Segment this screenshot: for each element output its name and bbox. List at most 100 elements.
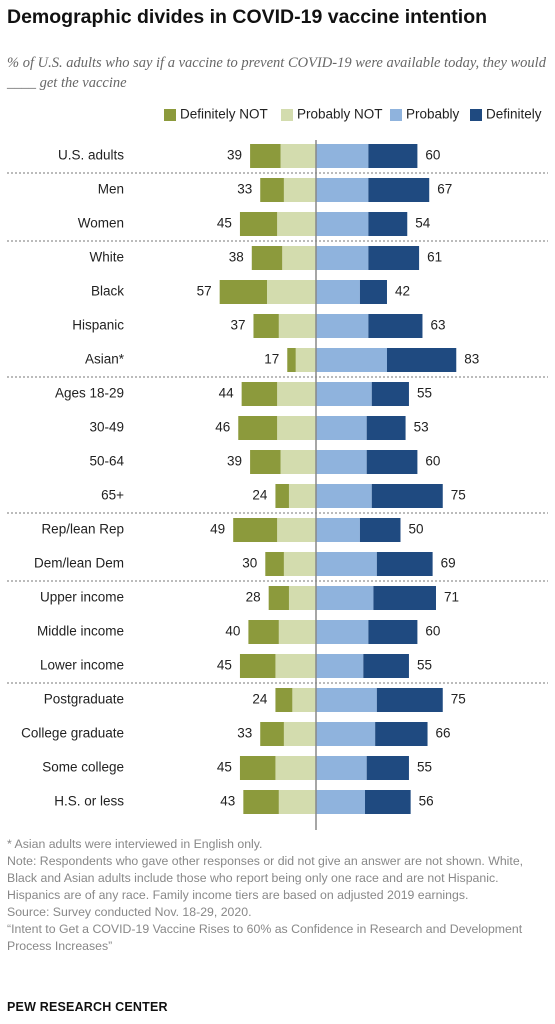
bar-probably-not (275, 654, 316, 678)
bar-probably (316, 450, 367, 474)
value-label-no: 44 (219, 386, 235, 401)
row-label: Black (91, 284, 124, 299)
bar-probably-not (277, 212, 316, 236)
legend-label-1: Probably NOT (297, 107, 383, 122)
value-label-yes: 55 (417, 760, 432, 775)
bar-definitely (366, 416, 406, 440)
bar-probably (316, 348, 387, 372)
bar-probably-not (283, 552, 316, 576)
bar-probably-not (288, 484, 316, 508)
bar-definitely-not (238, 416, 278, 440)
chart-notes: * Asian adults were interviewed in Engli… (7, 836, 552, 955)
value-label-no: 39 (227, 148, 242, 163)
bar-definitely-not (265, 552, 284, 576)
bar-probably (316, 620, 369, 644)
bar-definitely-not (241, 382, 278, 406)
bar-definitely (366, 756, 409, 780)
value-label-no: 24 (252, 488, 268, 503)
bar-probably (316, 212, 369, 236)
bar-definitely (368, 212, 408, 236)
diverging-bar-chart: Definitely NOT Probably NOT Probably Defini… (7, 107, 548, 830)
bar-probably (316, 722, 376, 746)
bar-definitely (368, 246, 420, 270)
bar-definitely-not (287, 348, 296, 372)
bar-definitely (375, 722, 428, 746)
bar-probably (316, 654, 364, 678)
row-label: 30-49 (89, 420, 124, 435)
value-label-yes: 55 (417, 658, 432, 673)
bar-probably (316, 416, 367, 440)
value-label-no: 49 (210, 522, 225, 537)
bar-probably-not (283, 178, 316, 202)
bar-probably (316, 688, 377, 712)
bar-definitely (371, 484, 443, 508)
bar-definitely-not (251, 246, 283, 270)
bar-probably-not (295, 348, 316, 372)
bar-definitely-not (250, 450, 281, 474)
bar-definitely (365, 790, 411, 814)
pew-research-logo-text: PEW RESEARCH CENTER (7, 1000, 168, 1014)
legend-label-2: Probably (406, 107, 460, 122)
value-label-no: 17 (264, 352, 279, 367)
bar-definitely-not (239, 212, 278, 236)
value-label-no: 28 (246, 590, 261, 605)
bar-definitely (366, 450, 418, 474)
bar-probably (316, 518, 360, 542)
bar-definitely-not (268, 586, 289, 610)
chart-title: Demographic divides in COVID-19 vaccine … (7, 6, 488, 28)
bar-definitely (373, 586, 436, 610)
value-label-yes: 83 (464, 352, 479, 367)
row-label: U.S. adults (58, 148, 124, 163)
value-label-no: 46 (215, 420, 230, 435)
bar-probably (316, 484, 372, 508)
value-label-no: 40 (225, 624, 240, 639)
bar-probably (316, 314, 369, 338)
legend-swatch-3 (470, 109, 482, 121)
legend-label-0: Definitely NOT (180, 107, 268, 122)
value-label-yes: 50 (409, 522, 424, 537)
bar-definitely (363, 654, 409, 678)
value-label-yes: 54 (415, 216, 431, 231)
row-label: 65+ (101, 488, 124, 503)
value-label-yes: 67 (437, 182, 452, 197)
value-label-yes: 42 (395, 284, 410, 299)
value-label-no: 45 (217, 658, 232, 673)
bar-definitely-not (243, 790, 279, 814)
row-label: H.S. or less (54, 794, 124, 809)
bar-definitely-not (275, 484, 289, 508)
bar-probably-not (277, 416, 316, 440)
bar-probably-not (266, 280, 316, 304)
row-label: Middle income (37, 624, 124, 639)
value-label-yes: 63 (430, 318, 445, 333)
row-label: Rep/lean Rep (41, 522, 124, 537)
row-label: Women (78, 216, 124, 231)
source-note: Source: Survey conducted Nov. 18-29, 202… (7, 905, 252, 919)
row-label: Ages 18-29 (55, 386, 124, 401)
row-label: Asian* (85, 352, 125, 367)
value-label-no: 45 (217, 760, 232, 775)
bar-probably (316, 178, 369, 202)
value-label-yes: 69 (441, 556, 456, 571)
asian-footnote: * Asian adults were interviewed in Engli… (7, 837, 263, 851)
bar-probably-not (292, 688, 316, 712)
row-label: Men (98, 182, 124, 197)
bar-definitely (359, 280, 387, 304)
bar-probably-not (280, 450, 316, 474)
bar-probably-not (275, 756, 316, 780)
value-label-no: 24 (252, 692, 268, 707)
bar-definitely-not (260, 178, 284, 202)
bar-definitely (359, 518, 401, 542)
bar-definitely (376, 552, 433, 576)
value-label-yes: 60 (425, 624, 440, 639)
value-label-no: 38 (229, 250, 244, 265)
row-label: Upper income (40, 590, 124, 605)
methodology-note: Note: Respondents who gave other respons… (7, 854, 524, 902)
bar-definitely-not (260, 722, 284, 746)
value-label-yes: 75 (451, 692, 466, 707)
bar-probably-not (278, 620, 316, 644)
value-label-no: 39 (227, 454, 242, 469)
bar-probably-not (288, 586, 316, 610)
row-label: Dem/lean Dem (34, 556, 124, 571)
bar-definitely-not (239, 756, 276, 780)
legend-swatch-2 (390, 109, 402, 121)
